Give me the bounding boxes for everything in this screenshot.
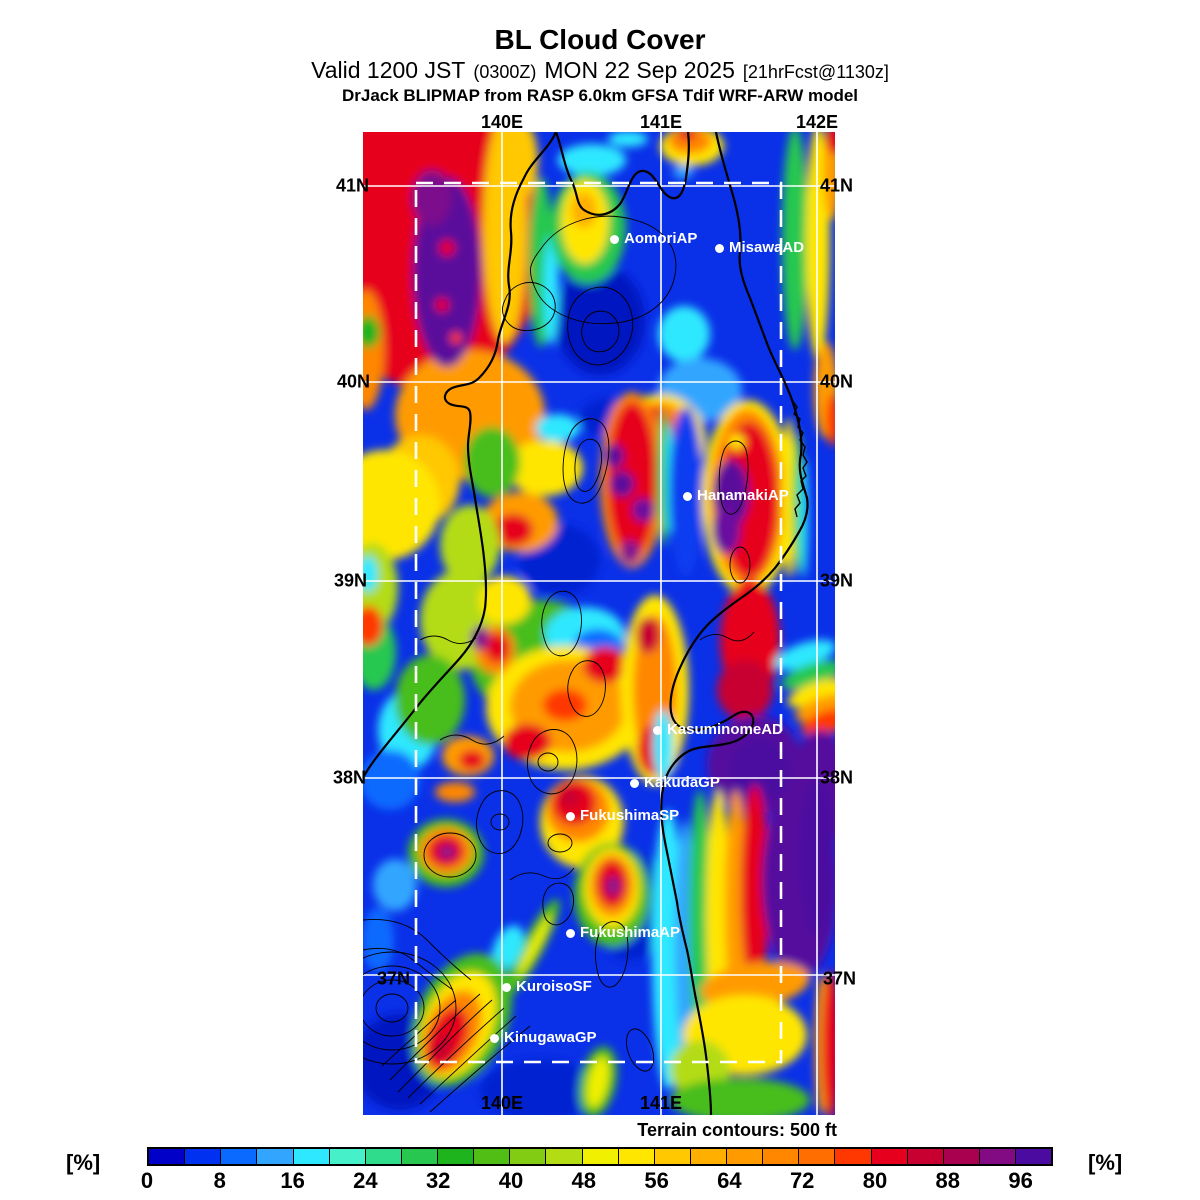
colorbar-cell bbox=[798, 1149, 835, 1164]
colorbar-cell bbox=[149, 1149, 185, 1164]
colorbar-tick-label: 72 bbox=[789, 1168, 815, 1193]
colorbar-cell bbox=[762, 1149, 799, 1164]
colorbar-tick-label: 32 bbox=[425, 1168, 451, 1193]
station-label: FukushimaSP bbox=[580, 807, 680, 824]
station-label: KuroisoSF bbox=[516, 978, 592, 995]
colorbar-tick-label: 80 bbox=[862, 1168, 888, 1193]
station-dot-icon bbox=[683, 492, 692, 501]
colorbar-tick-label: 56 bbox=[644, 1168, 669, 1193]
colorbar-unit-left: [%] bbox=[66, 1150, 101, 1175]
lon-label: 141E bbox=[639, 1093, 683, 1113]
colorbar-cell bbox=[509, 1149, 546, 1164]
colorbar-cell bbox=[220, 1149, 257, 1164]
graticule bbox=[363, 132, 835, 1115]
colorbar-cell bbox=[437, 1149, 474, 1164]
station-dot-icon bbox=[715, 244, 724, 253]
terrain-contours-note: Terrain contours: 500 ft bbox=[637, 1120, 837, 1140]
station-label: FukushimaAP bbox=[580, 924, 681, 941]
colorbar-cell bbox=[184, 1149, 221, 1164]
colorbar-cell bbox=[473, 1149, 510, 1164]
colorbar-cell bbox=[256, 1149, 293, 1164]
lon-label: 140E bbox=[480, 112, 524, 132]
colorbar-cell bbox=[726, 1149, 763, 1164]
colorbar-tick-label: 16 bbox=[280, 1168, 305, 1193]
colorbar-tick-label: 8 bbox=[213, 1168, 226, 1193]
station-dot-icon bbox=[630, 779, 639, 788]
lon-label: 141E bbox=[639, 112, 683, 132]
colorbar-tick-label: 88 bbox=[935, 1168, 961, 1193]
colorbar-tick-label: 24 bbox=[353, 1168, 378, 1193]
station-label: HanamakiAP bbox=[697, 487, 789, 504]
colorbar-tick-label: 48 bbox=[571, 1168, 597, 1193]
colorbar-cell bbox=[328, 1149, 365, 1164]
page-title: BL Cloud Cover bbox=[494, 24, 706, 55]
model-line: DrJack BLIPMAP from RASP 6.0km GFSA Tdif… bbox=[341, 86, 859, 105]
valid-time-line: Valid 1200 JST (0300Z) MON 22 Sep 2025 [21h… bbox=[0, 57, 1200, 84]
station-label: AomoriAP bbox=[624, 230, 698, 247]
station-dot-icon bbox=[566, 812, 575, 821]
station-label: KinugawaGP bbox=[504, 1029, 597, 1046]
station-dot-icon bbox=[490, 1034, 499, 1043]
cloud-cover-map bbox=[363, 132, 835, 1115]
colorbar-cell bbox=[906, 1149, 943, 1164]
lon-label: 142E bbox=[795, 112, 839, 132]
lat-label: 39N bbox=[820, 570, 854, 591]
station-dot-icon bbox=[566, 929, 575, 938]
valid-prefix: Valid 1200 JST bbox=[311, 57, 466, 83]
colorbar bbox=[147, 1147, 1053, 1166]
lat-label: 40N bbox=[820, 371, 854, 392]
lat-label: 40N bbox=[337, 371, 371, 392]
colorbar-unit-right: [%] bbox=[1088, 1150, 1123, 1175]
colorbar-cell bbox=[545, 1149, 582, 1164]
lat-label: 41N bbox=[336, 175, 370, 196]
valid-date: MON 22 Sep 2025 bbox=[544, 57, 735, 83]
colorbar-tick-label: 64 bbox=[717, 1168, 742, 1193]
station-label: KakudaGP bbox=[644, 774, 720, 791]
station-dot-icon bbox=[502, 983, 511, 992]
colorbar-tick-label: 40 bbox=[498, 1168, 524, 1193]
valid-fcst: [21hrFcst@1130z] bbox=[742, 62, 889, 82]
lon-label: 140E bbox=[480, 1093, 524, 1113]
colorbar-cell bbox=[942, 1149, 979, 1164]
colorbar-cell bbox=[870, 1149, 907, 1164]
colorbar-cell bbox=[617, 1149, 654, 1164]
domain-boundary bbox=[414, 181, 783, 1064]
terrain-contours bbox=[363, 215, 755, 1113]
cloud-field bbox=[363, 132, 835, 1115]
colorbar-tick-label: 96 bbox=[1008, 1168, 1033, 1193]
colorbar-cell bbox=[834, 1149, 871, 1164]
station-label: KasuminomeAD bbox=[667, 721, 783, 738]
colorbar-cell bbox=[1015, 1149, 1052, 1164]
lat-label: 39N bbox=[334, 570, 368, 591]
colorbar-cell bbox=[581, 1149, 618, 1164]
station-label: MisawaAD bbox=[729, 239, 805, 256]
coastline bbox=[363, 132, 809, 1115]
colorbar-cell bbox=[978, 1149, 1015, 1164]
lat-label: 38N bbox=[820, 767, 854, 788]
lat-label: 37N bbox=[377, 968, 411, 989]
colorbar-cell bbox=[364, 1149, 401, 1164]
lat-label: 37N bbox=[823, 968, 857, 989]
colorbar-cell bbox=[653, 1149, 690, 1164]
colorbar-tick-label: 0 bbox=[140, 1168, 154, 1193]
colorbar-cell bbox=[400, 1149, 437, 1164]
lat-label: 38N bbox=[333, 767, 367, 788]
colorbar-cell bbox=[292, 1149, 329, 1164]
lat-label: 41N bbox=[820, 175, 854, 196]
colorbar-cell bbox=[689, 1149, 726, 1164]
valid-zulu: (0300Z) bbox=[473, 62, 537, 82]
station-dot-icon bbox=[610, 235, 619, 244]
station-dot-icon bbox=[653, 726, 662, 735]
